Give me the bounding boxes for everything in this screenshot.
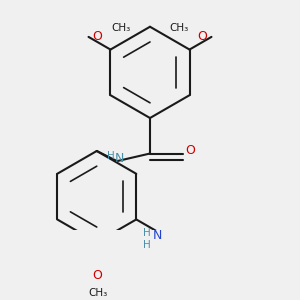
Text: CH₃: CH₃ bbox=[169, 23, 189, 33]
Text: O: O bbox=[198, 30, 208, 44]
Text: H: H bbox=[142, 240, 150, 250]
Text: CH₃: CH₃ bbox=[88, 288, 108, 298]
Text: O: O bbox=[92, 30, 102, 44]
Text: N: N bbox=[153, 230, 163, 242]
Text: O: O bbox=[186, 145, 196, 158]
Text: H: H bbox=[142, 228, 150, 239]
Text: O: O bbox=[92, 269, 102, 282]
Text: CH₃: CH₃ bbox=[111, 23, 130, 33]
Text: H: H bbox=[107, 151, 115, 161]
Text: N: N bbox=[115, 152, 124, 165]
